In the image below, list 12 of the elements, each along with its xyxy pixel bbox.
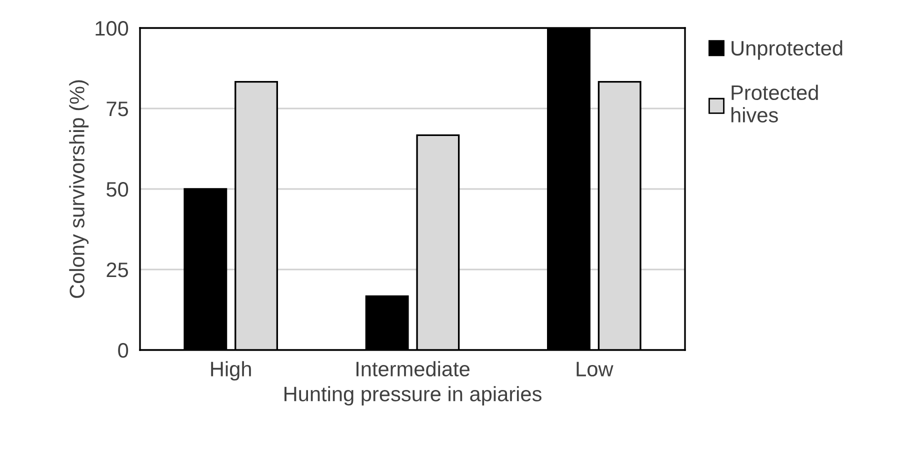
legend-label: Protected hives [731,84,818,122]
y-tick-label: 75 [106,102,128,116]
x-tick-label: High [211,361,251,381]
y-tick-label: 100 [96,21,128,36]
y-tick-label: 25 [106,262,128,278]
x-tick-label: Intermediate [356,361,470,376]
x-tick-label: Low [576,362,614,376]
x-axis-title: Hunting pressure in apiaries [284,386,542,406]
legend-label: Unprotected [732,40,842,60]
y-axis-title: Colony survivorship (%) [69,80,89,298]
y-tick-label: 0 [118,343,128,358]
y-tick-label: 50 [106,182,128,197]
